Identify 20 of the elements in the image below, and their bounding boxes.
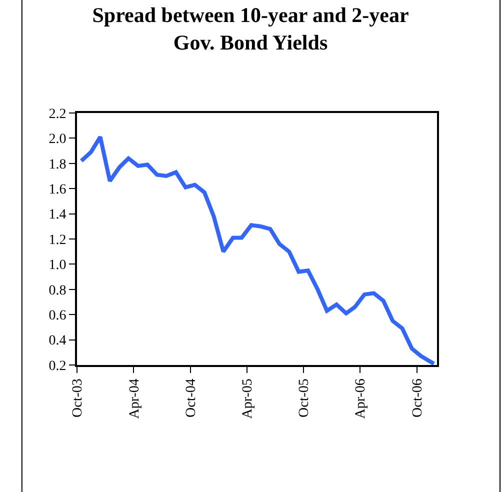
- x-tick-label: Oct-03: [70, 378, 86, 418]
- y-tick-label: 1.2: [48, 232, 66, 248]
- x-tick-label: Oct-04: [184, 378, 200, 418]
- y-tick-label: 0.4: [48, 334, 66, 349]
- chart-title: Spread between 10-year and 2-year Gov. Bond Yields: [92, 3, 409, 54]
- y-tick-label: 0.6: [48, 308, 66, 324]
- x-tick-label: Apr-04: [127, 378, 142, 419]
- x-tick-label: Apr-05: [240, 378, 256, 419]
- line-series: [79, 134, 436, 365]
- x-tick-label: Apr-06: [354, 378, 369, 419]
- y-tick-label: 0.8: [48, 283, 66, 298]
- y-tick-label: 1.8: [48, 157, 66, 172]
- y-tick-label: 2.0: [48, 132, 66, 148]
- x-tick-label: Oct-06: [410, 378, 426, 418]
- y-tick-label: 2.2: [48, 106, 66, 122]
- y-tick-label: 1.6: [48, 182, 66, 198]
- y-tick-label: 0.2: [48, 358, 66, 374]
- y-tick-label: 1.4: [48, 208, 66, 223]
- x-tick-label: Oct-05: [297, 378, 312, 418]
- y-tick-label: 1.0: [48, 258, 66, 274]
